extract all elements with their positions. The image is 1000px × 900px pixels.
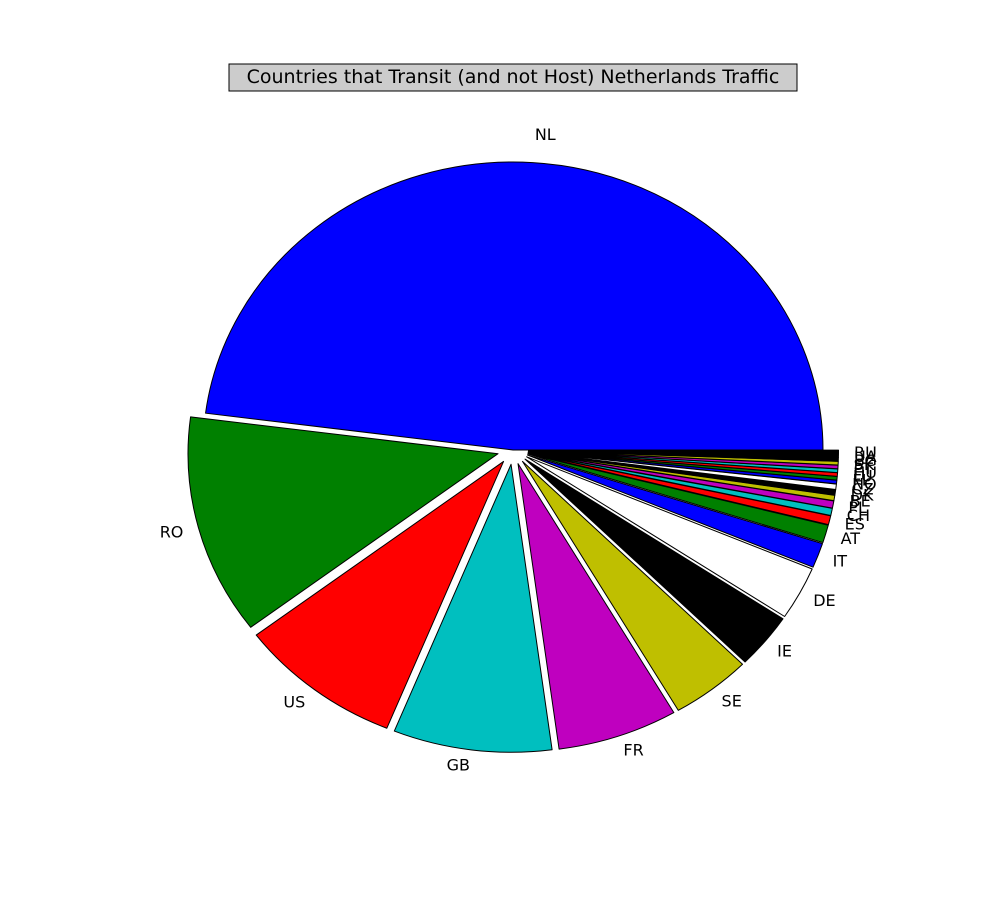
pie-slice-se — [521, 460, 744, 711]
chart-title: Countries that Transit (and not Host) Ne… — [228, 63, 798, 92]
pie-label-dk: DK — [851, 485, 874, 504]
pie-label-be: BE — [850, 491, 871, 510]
pie-label-nl: NL — [535, 125, 556, 144]
pie-label-bg: BG — [854, 451, 877, 470]
pie-slices — [187, 161, 839, 753]
pie-label-es: ES — [845, 515, 865, 534]
pie-label-ru: RU — [854, 443, 877, 462]
pie-label-no: NO — [852, 475, 877, 494]
pie-label-pt: PT — [853, 459, 873, 478]
pie-label-gb: GB — [447, 755, 470, 774]
title-box — [228, 63, 798, 92]
pie-label-hu: HU — [853, 463, 877, 482]
pie-label-cz: CZ — [851, 480, 873, 499]
pie-label-de: DE — [813, 591, 835, 610]
pie-label-se: SE — [722, 692, 742, 711]
title-text: Countries that Transit (and not Host) Ne… — [247, 66, 780, 88]
pie-slice-ro — [187, 416, 499, 628]
pie-slice-ru — [528, 449, 839, 455]
pie-label-ie: IE — [777, 641, 792, 660]
pie-label-at: AT — [841, 529, 861, 548]
pie-label-ro: RO — [160, 522, 184, 541]
pie-label-us: US — [283, 692, 305, 711]
pie-label-fr: FR — [623, 741, 643, 760]
pie-labels: NL RO US GB FR SE IE DE IT ATESCHPLBEDKCZNOFILUHU… — [160, 125, 877, 774]
pie-slice-ie — [524, 458, 784, 663]
pie-slice-us — [255, 460, 505, 729]
pie-slice-at — [527, 453, 829, 544]
pie-slice-fr — [517, 463, 675, 750]
pie-slice-de — [526, 456, 813, 618]
pie-label-pl: PL — [848, 498, 867, 517]
pie-label-ch: CH — [847, 506, 870, 525]
pie-label-sk: SK — [854, 455, 875, 474]
pie-label-it: IT — [833, 552, 848, 571]
pie-label-ua: UA — [854, 447, 877, 466]
pie-slice-gb — [393, 463, 553, 753]
pie-slice-nl — [205, 161, 824, 451]
pie-label-lu: LU — [853, 467, 873, 486]
pie-slice-it — [527, 454, 824, 568]
pie-label-fi: FI — [853, 471, 867, 490]
